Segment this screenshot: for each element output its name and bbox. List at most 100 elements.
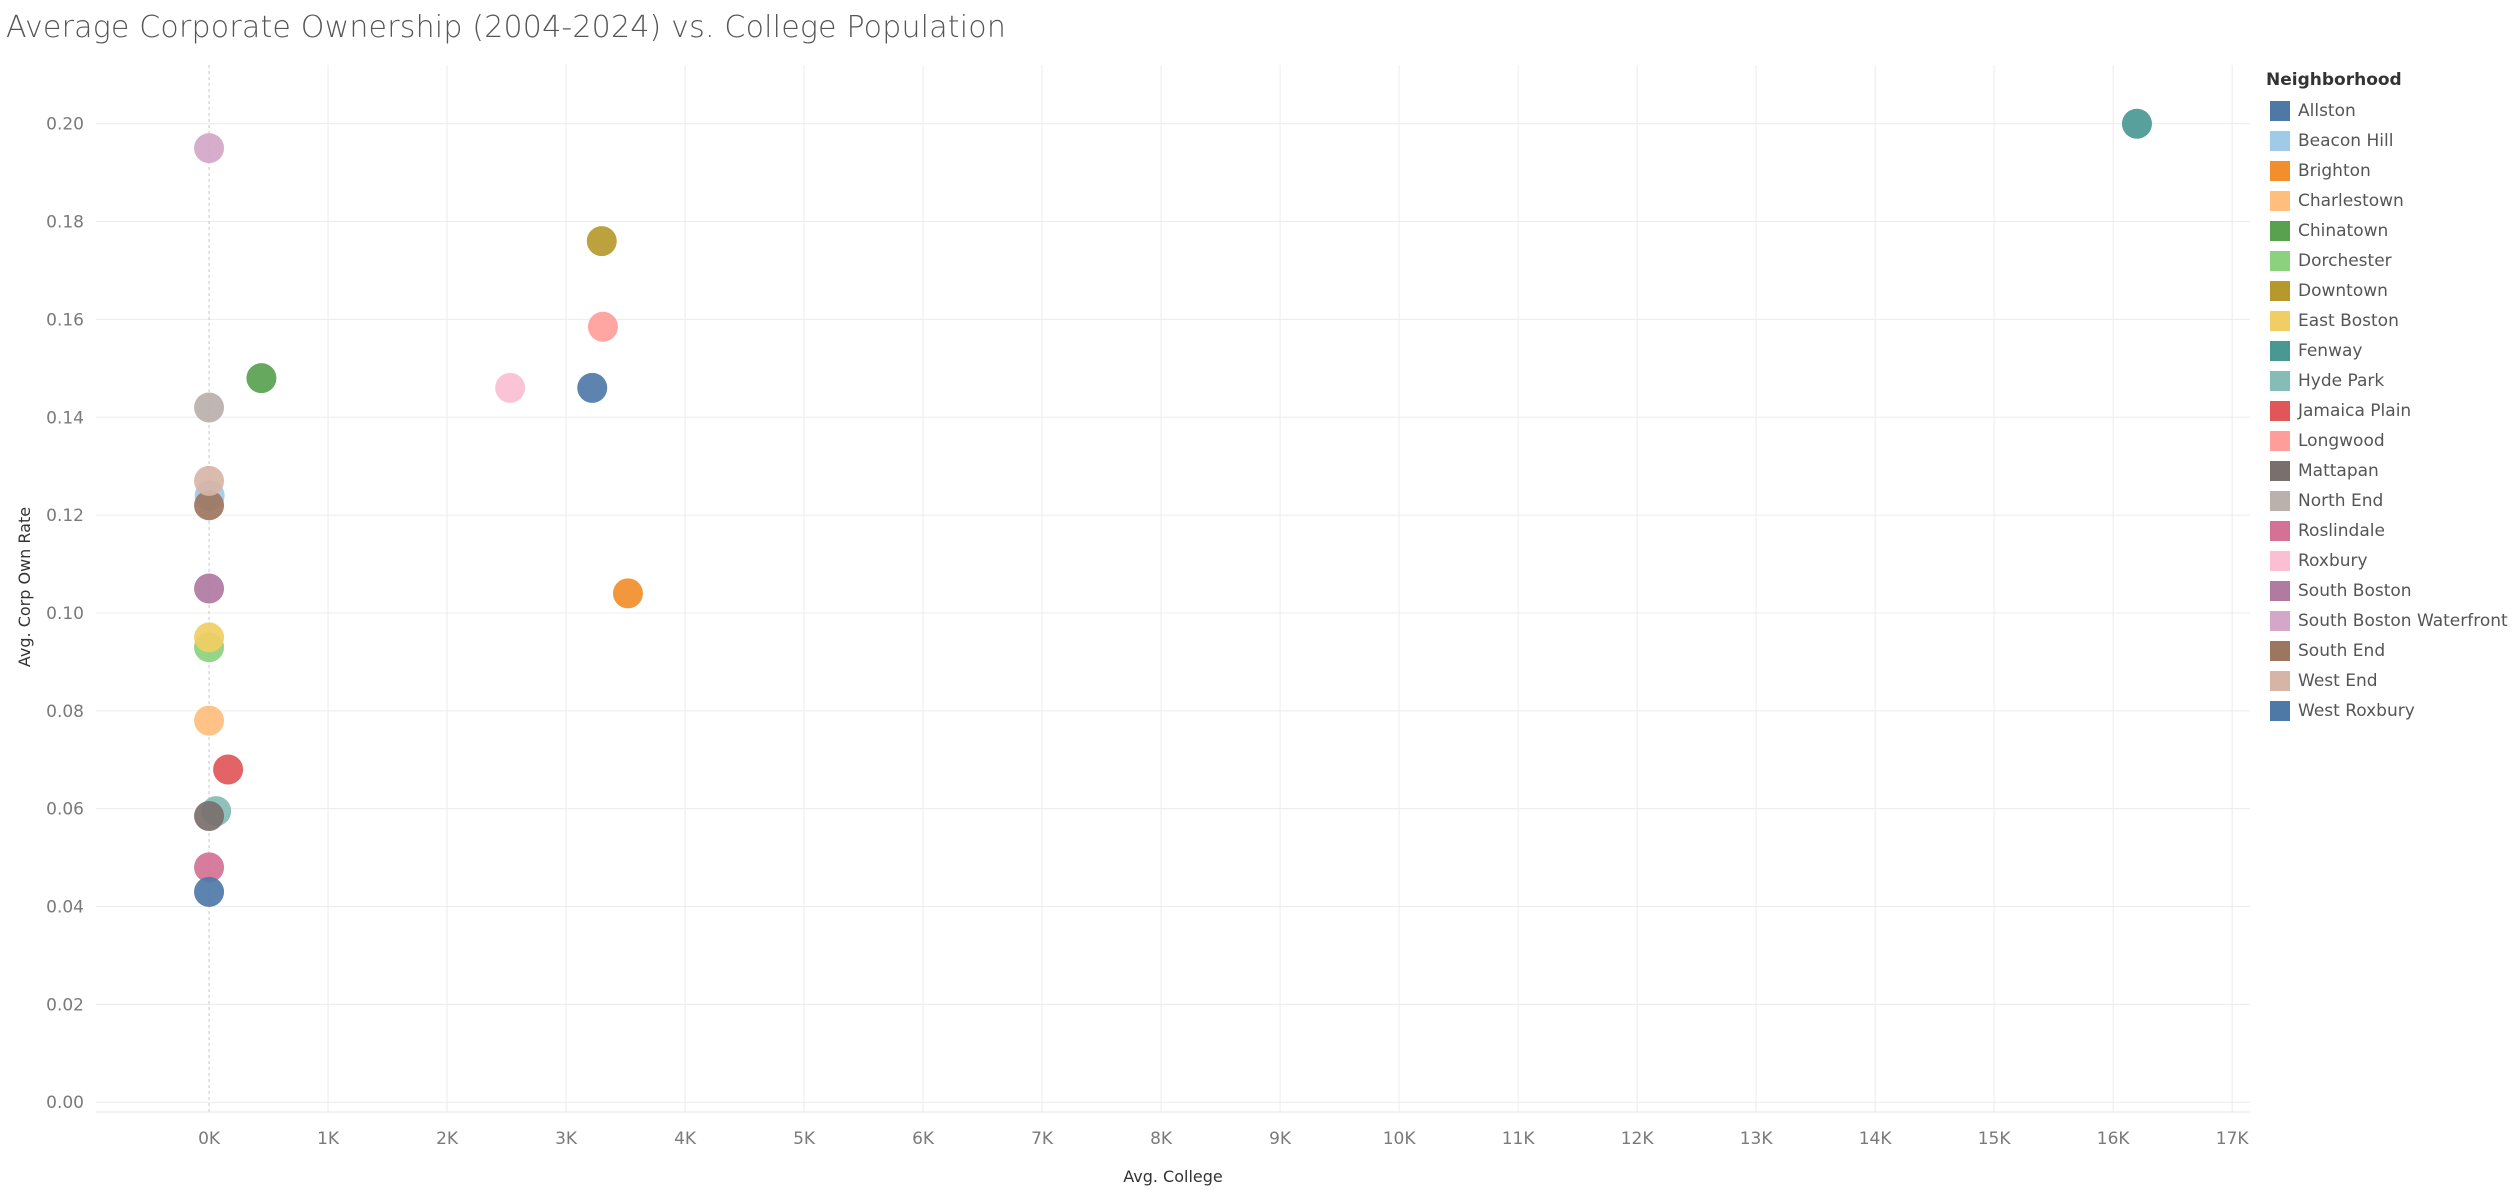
data-point-downtown[interactable] [586,226,617,257]
legend-item-fenway[interactable]: Fenway [2266,336,2516,366]
legend-label: Chinatown [2298,221,2389,241]
legend-item-south-end[interactable]: South End [2266,636,2516,666]
x-tick-label: 2K [436,1129,459,1149]
data-point-south-end[interactable] [194,490,225,521]
legend-item-jamaica-plain[interactable]: Jamaica Plain [2266,396,2516,426]
legend-items: Allston Beacon Hill Brighton Charlestown Chi… [2266,96,2516,726]
legend-label: South Boston [2298,581,2412,601]
data-point-north-end[interactable] [194,392,225,423]
data-point-west-end[interactable] [194,465,225,496]
legend-swatch [2270,131,2290,151]
legend-item-longwood[interactable]: Longwood [2266,426,2516,456]
data-point-allston[interactable] [577,372,608,403]
legend-item-brighton[interactable]: Brighton [2266,156,2516,186]
data-point-south-boston[interactable] [194,573,225,604]
legend-swatch [2270,311,2290,331]
legend-item-downtown[interactable]: Downtown [2266,276,2516,306]
data-point-roslindale[interactable] [194,852,225,883]
data-point-fenway[interactable] [2121,108,2152,139]
legend-label: West End [2298,671,2378,691]
legend-label: Beacon Hill [2298,131,2394,151]
y-tick-label: 0.12 [46,506,84,526]
y-tick-label: 0.00 [46,1093,84,1113]
legend-label: Dorchester [2298,251,2392,271]
data-point-east-boston[interactable] [194,622,225,653]
legend-swatch [2270,461,2290,481]
legend-swatch [2270,641,2290,661]
x-tick-label: 4K [674,1129,697,1149]
y-tick-label: 0.16 [46,310,84,330]
y-tick-label: 0.08 [46,702,84,722]
data-point-south-boston-waterfront[interactable] [194,133,225,164]
x-tick-label: 0K [198,1129,221,1149]
legend-item-west-roxbury[interactable]: West Roxbury [2266,696,2516,726]
data-point-longwood[interactable] [587,311,618,342]
legend-item-charlestown[interactable]: Charlestown [2266,186,2516,216]
legend-swatch [2270,281,2290,301]
legend-swatch [2270,671,2290,691]
legend-item-north-end[interactable]: North End [2266,486,2516,516]
legend-item-allston[interactable]: Allston [2266,96,2516,126]
legend-swatch [2270,101,2290,121]
axes: 0.00 0.02 0.04 0.06 0.08 0.10 0.12 0.14 0.16 0.18… [46,115,2250,1149]
legend-item-south-boston[interactable]: South Boston [2266,576,2516,606]
data-point-jamaica-plain[interactable] [213,754,244,785]
legend-swatch [2270,191,2290,211]
legend-swatch [2270,611,2290,631]
x-tick-label: 11K [1502,1129,1536,1149]
legend-label: West Roxbury [2298,701,2415,721]
legend-item-roslindale[interactable]: Roslindale [2266,516,2516,546]
data-point-brighton[interactable] [612,578,643,609]
legend-label: East Boston [2298,311,2399,331]
legend-item-mattapan[interactable]: Mattapan [2266,456,2516,486]
legend-item-roxbury[interactable]: Roxbury [2266,546,2516,576]
legend-item-south-boston-waterfront[interactable]: South Boston Waterfront [2266,606,2516,636]
legend-label: North End [2298,491,2384,511]
legend-swatch [2270,521,2290,541]
legend-swatch [2270,551,2290,571]
legend-label: Hyde Park [2298,371,2385,391]
x-tick-label: 10K [1383,1129,1417,1149]
legend-swatch [2270,341,2290,361]
legend: Neighborhood Allston Beacon Hill Brighton C… [2266,70,2516,726]
y-tick-label: 0.06 [46,800,84,820]
legend-item-dorchester[interactable]: Dorchester [2266,246,2516,276]
legend-label: Charlestown [2298,191,2404,211]
legend-item-west-end[interactable]: West End [2266,666,2516,696]
x-tick-label: 6K [912,1129,935,1149]
x-tick-label: 3K [555,1129,578,1149]
data-point-roxbury[interactable] [495,372,526,403]
x-tick-label: 12K [1621,1129,1655,1149]
legend-item-chinatown[interactable]: Chinatown [2266,216,2516,246]
legend-label: South End [2298,641,2386,661]
data-point-west-roxbury[interactable] [194,876,225,907]
data-point-chinatown[interactable] [246,363,277,394]
x-tick-label: 9K [1269,1129,1292,1149]
data-point-mattapan[interactable] [194,801,225,832]
legend-swatch [2270,701,2290,721]
legend-item-hyde-park[interactable]: Hyde Park [2266,366,2516,396]
legend-label: Downtown [2298,281,2388,301]
legend-item-beacon-hill[interactable]: Beacon Hill [2266,126,2516,156]
y-tick-label: 0.18 [46,213,84,233]
legend-swatch [2270,161,2290,181]
x-tick-label: 14K [1859,1129,1893,1149]
x-axis-title: Avg. College [1123,1167,1223,1186]
legend-label: Jamaica Plain [2298,401,2412,421]
legend-label: Allston [2298,101,2356,121]
y-tick-label: 0.10 [46,604,84,624]
legend-label: South Boston Waterfront [2298,611,2508,631]
y-axis-title: Avg. Corp Own Rate [15,507,34,667]
legend-title: Neighborhood [2266,70,2402,90]
legend-item-east-boston[interactable]: East Boston [2266,306,2516,336]
data-points [194,108,2152,907]
x-tick-label: 17K [2216,1129,2250,1149]
grid [96,65,2250,1112]
legend-label: Longwood [2298,431,2385,451]
legend-label: Mattapan [2298,461,2379,481]
x-tick-label: 13K [1740,1129,1774,1149]
legend-swatch [2270,371,2290,391]
legend-label: Brighton [2298,161,2371,181]
legend-label: Roslindale [2298,521,2385,541]
data-point-charlestown[interactable] [194,705,225,736]
